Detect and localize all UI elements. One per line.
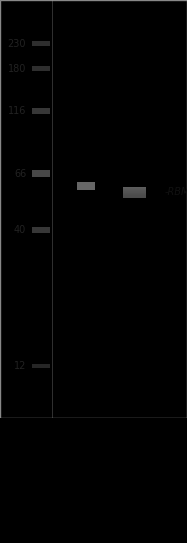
Text: 230: 230 bbox=[8, 39, 26, 49]
Bar bbox=[123, 189, 146, 190]
Bar bbox=[123, 191, 146, 192]
Text: 66: 66 bbox=[14, 168, 26, 179]
Bar bbox=[32, 66, 50, 72]
Text: 116: 116 bbox=[8, 106, 26, 116]
Bar bbox=[77, 182, 95, 190]
Bar bbox=[32, 364, 50, 368]
Bar bbox=[123, 192, 146, 193]
Bar bbox=[123, 188, 146, 189]
Bar bbox=[123, 195, 146, 197]
Bar bbox=[123, 193, 146, 194]
Bar bbox=[123, 190, 146, 191]
Bar bbox=[32, 41, 50, 46]
Text: -RBM42: -RBM42 bbox=[165, 187, 187, 197]
Bar bbox=[32, 227, 50, 233]
Bar bbox=[32, 170, 50, 177]
Bar bbox=[32, 108, 50, 113]
Bar bbox=[123, 197, 146, 198]
Text: 40: 40 bbox=[14, 225, 26, 235]
Bar bbox=[123, 194, 146, 195]
Text: 180: 180 bbox=[8, 64, 26, 74]
Text: 12: 12 bbox=[14, 361, 26, 371]
Bar bbox=[123, 187, 146, 188]
